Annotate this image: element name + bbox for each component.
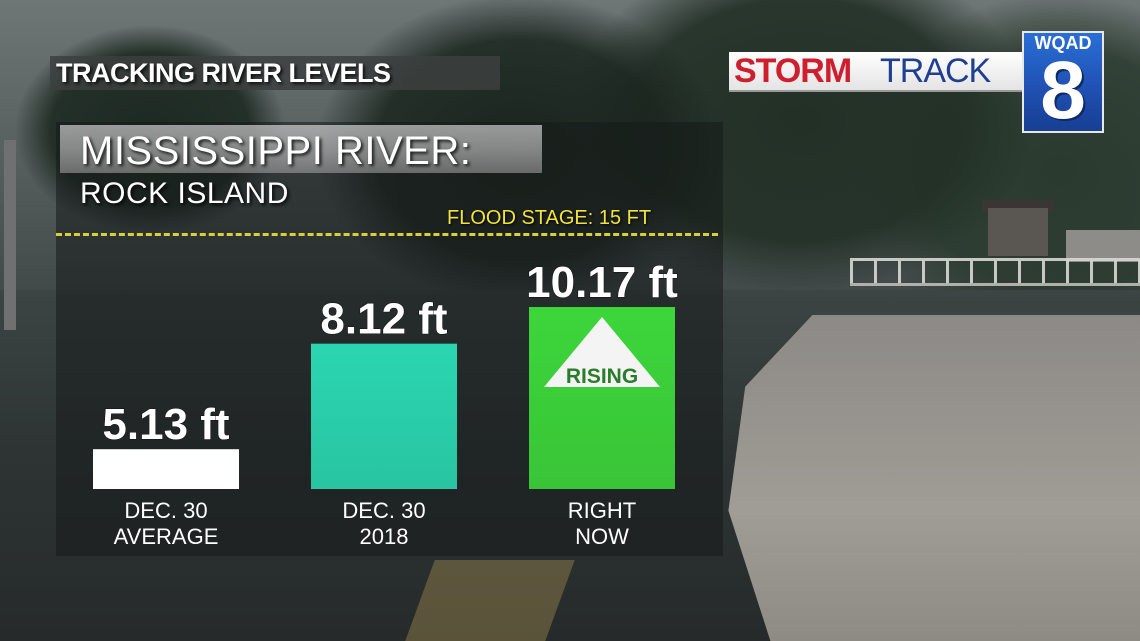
flood-stage-label: FLOOD STAGE: 15 FT (447, 207, 652, 229)
road (728, 315, 1140, 641)
location-city: ROCK ISLAND (80, 177, 289, 210)
bar (93, 449, 239, 489)
channel-badge (1022, 31, 1104, 133)
location-river: MISSISSIPPI RIVER: (80, 129, 472, 173)
logo-bar (729, 52, 1023, 92)
header-bar (50, 56, 500, 90)
house (988, 208, 1048, 256)
bar-value-label: 5.13 ft (102, 400, 230, 449)
category-label: NOW (575, 524, 629, 549)
house-2 (1066, 230, 1140, 262)
logo-storm-text: STORM (734, 52, 852, 90)
fence (850, 258, 1140, 286)
location-title-box (60, 125, 542, 173)
utility-pole (4, 140, 16, 330)
category-label: 2018 (360, 524, 409, 549)
bar-value-label: 10.17 ft (526, 258, 678, 307)
channel-number: 8 (1040, 45, 1086, 136)
logo-track-text: TRACK (880, 52, 991, 90)
bar-value-label: 8.12 ft (320, 295, 448, 344)
header-title: TRACKING RIVER LEVELS (56, 58, 391, 88)
rising-annotation: RISING (566, 365, 638, 388)
flood-stage-line (56, 233, 718, 236)
category-label: AVERAGE (114, 524, 219, 549)
category-label: DEC. 30 (124, 498, 207, 523)
category-label: DEC. 30 (342, 498, 425, 523)
up-triangle-icon (544, 317, 660, 387)
station-name: WQAD (1034, 33, 1092, 53)
category-label: RIGHT (568, 498, 636, 523)
bar (311, 343, 457, 489)
